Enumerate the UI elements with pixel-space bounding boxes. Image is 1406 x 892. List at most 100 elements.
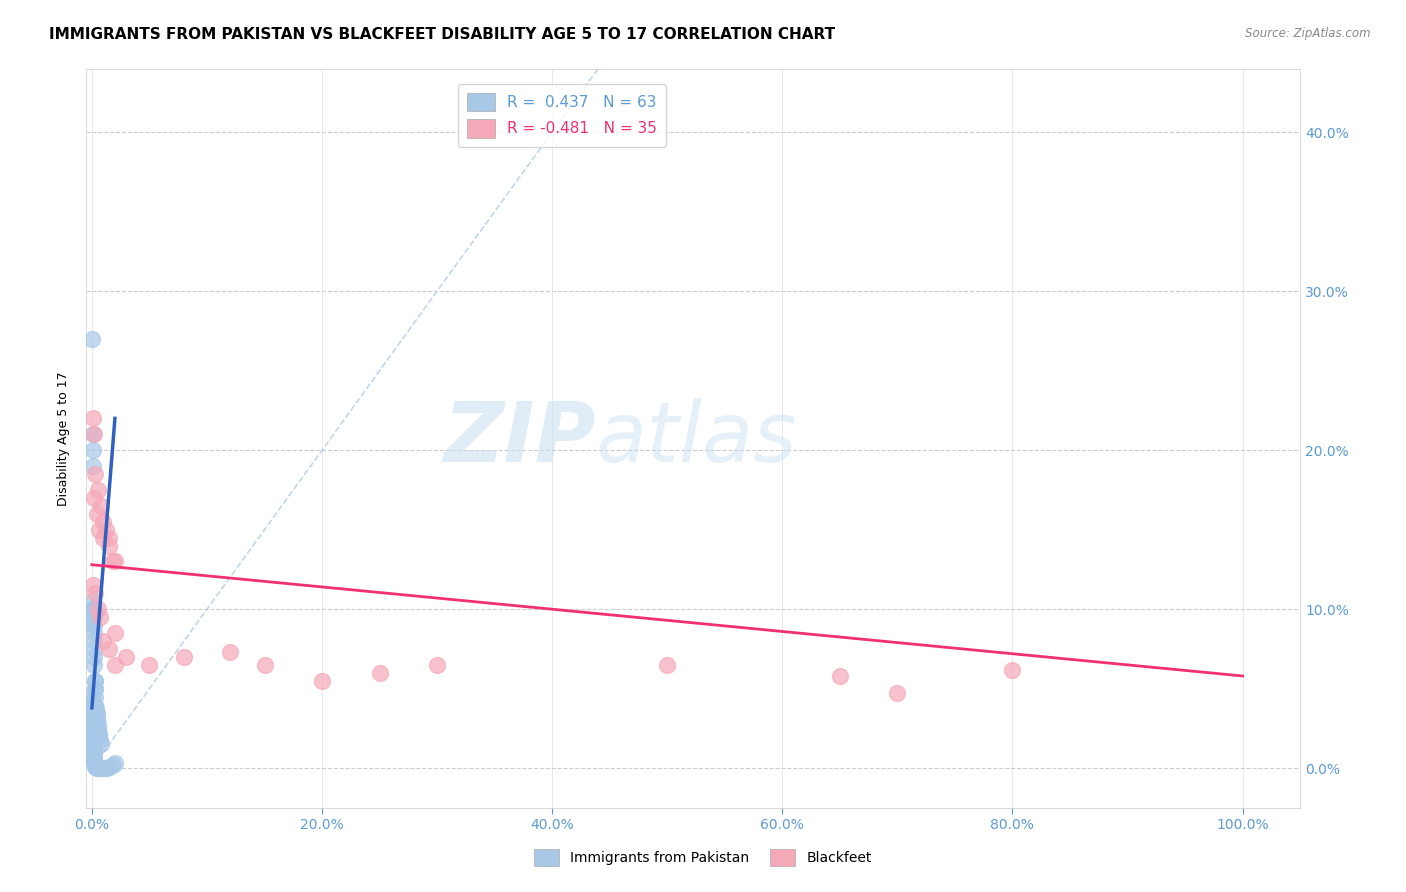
Point [84, 673, 107, 688]
Point [828, 669, 851, 683]
Point [86, 708, 108, 723]
Point [93, 515, 115, 529]
Point [82, 730, 104, 744]
Point [84, 698, 107, 712]
Point [83, 755, 105, 769]
Point [115, 649, 138, 664]
Point [82, 737, 104, 751]
Point [93, 634, 115, 648]
Point [253, 657, 276, 672]
Point [82, 700, 104, 714]
Point [86, 507, 108, 521]
Point [86, 602, 108, 616]
Point [82, 716, 104, 731]
Point [368, 665, 391, 680]
Point [83, 649, 105, 664]
Point [82, 714, 104, 728]
Point [83, 602, 105, 616]
Point [84, 681, 107, 696]
Point [83, 610, 105, 624]
Point [86, 706, 108, 720]
Point [82, 443, 104, 458]
Point [311, 673, 333, 688]
Point [138, 657, 160, 672]
Point [173, 649, 195, 664]
Point [886, 686, 908, 700]
Point [84, 690, 107, 704]
Point [82, 732, 104, 747]
Point [1001, 663, 1024, 677]
Point [104, 626, 127, 640]
Point [86, 761, 108, 775]
Point [89, 732, 111, 747]
Point [83, 657, 105, 672]
Point [98, 759, 121, 773]
Point [82, 578, 104, 592]
Point [83, 748, 105, 763]
Point [82, 742, 104, 756]
Point [82, 602, 104, 616]
Point [90, 737, 112, 751]
Point [83, 752, 105, 766]
Point [82, 722, 104, 736]
Point [101, 554, 124, 568]
Y-axis label: Disability Age 5 to 17: Disability Age 5 to 17 [58, 371, 70, 506]
Text: Source: ZipAtlas.com: Source: ZipAtlas.com [1246, 27, 1371, 40]
Point [98, 539, 121, 553]
Point [219, 645, 242, 659]
Point [101, 758, 124, 772]
Point [86, 714, 108, 728]
Point [98, 531, 121, 545]
Point [426, 657, 449, 672]
Point [82, 610, 104, 624]
Point [104, 756, 127, 771]
Point [86, 483, 108, 497]
Point [94, 523, 117, 537]
Point [84, 759, 107, 773]
Point [86, 722, 108, 736]
Point [104, 657, 127, 672]
Point [82, 411, 104, 425]
Point [84, 467, 107, 481]
Point [84, 758, 107, 772]
Point [82, 710, 104, 724]
Point [96, 761, 118, 775]
Text: atlas: atlas [596, 398, 797, 479]
Text: ZIP: ZIP [443, 398, 596, 479]
Point [83, 681, 105, 696]
Point [87, 726, 110, 740]
Legend: R =  0.437   N = 63, R = -0.481   N = 35: R = 0.437 N = 63, R = -0.481 N = 35 [458, 84, 666, 147]
Point [86, 716, 108, 731]
Point [87, 730, 110, 744]
Point [84, 586, 107, 600]
Point [83, 427, 105, 442]
Point [104, 554, 127, 568]
Point [84, 700, 107, 714]
Point [89, 610, 111, 624]
Point [83, 642, 105, 657]
Point [82, 602, 104, 616]
Point [93, 531, 115, 545]
Point [87, 523, 110, 537]
Point [83, 753, 105, 767]
Point [657, 657, 679, 672]
Point [86, 761, 108, 775]
Point [83, 756, 105, 771]
Point [82, 706, 104, 720]
Point [82, 698, 104, 712]
Point [82, 332, 104, 346]
Point [83, 634, 105, 648]
Point [90, 499, 112, 513]
Point [82, 427, 104, 442]
Point [91, 761, 114, 775]
Point [98, 642, 121, 657]
Point [83, 626, 105, 640]
Point [82, 594, 104, 608]
Point [82, 459, 104, 474]
Legend: Immigrants from Pakistan, Blackfeet: Immigrants from Pakistan, Blackfeet [529, 844, 877, 871]
Point [83, 673, 105, 688]
Point [82, 618, 104, 632]
Point [82, 726, 104, 740]
Point [82, 690, 104, 704]
Text: IMMIGRANTS FROM PAKISTAN VS BLACKFEET DISABILITY AGE 5 TO 17 CORRELATION CHART: IMMIGRANTS FROM PAKISTAN VS BLACKFEET DI… [49, 27, 835, 42]
